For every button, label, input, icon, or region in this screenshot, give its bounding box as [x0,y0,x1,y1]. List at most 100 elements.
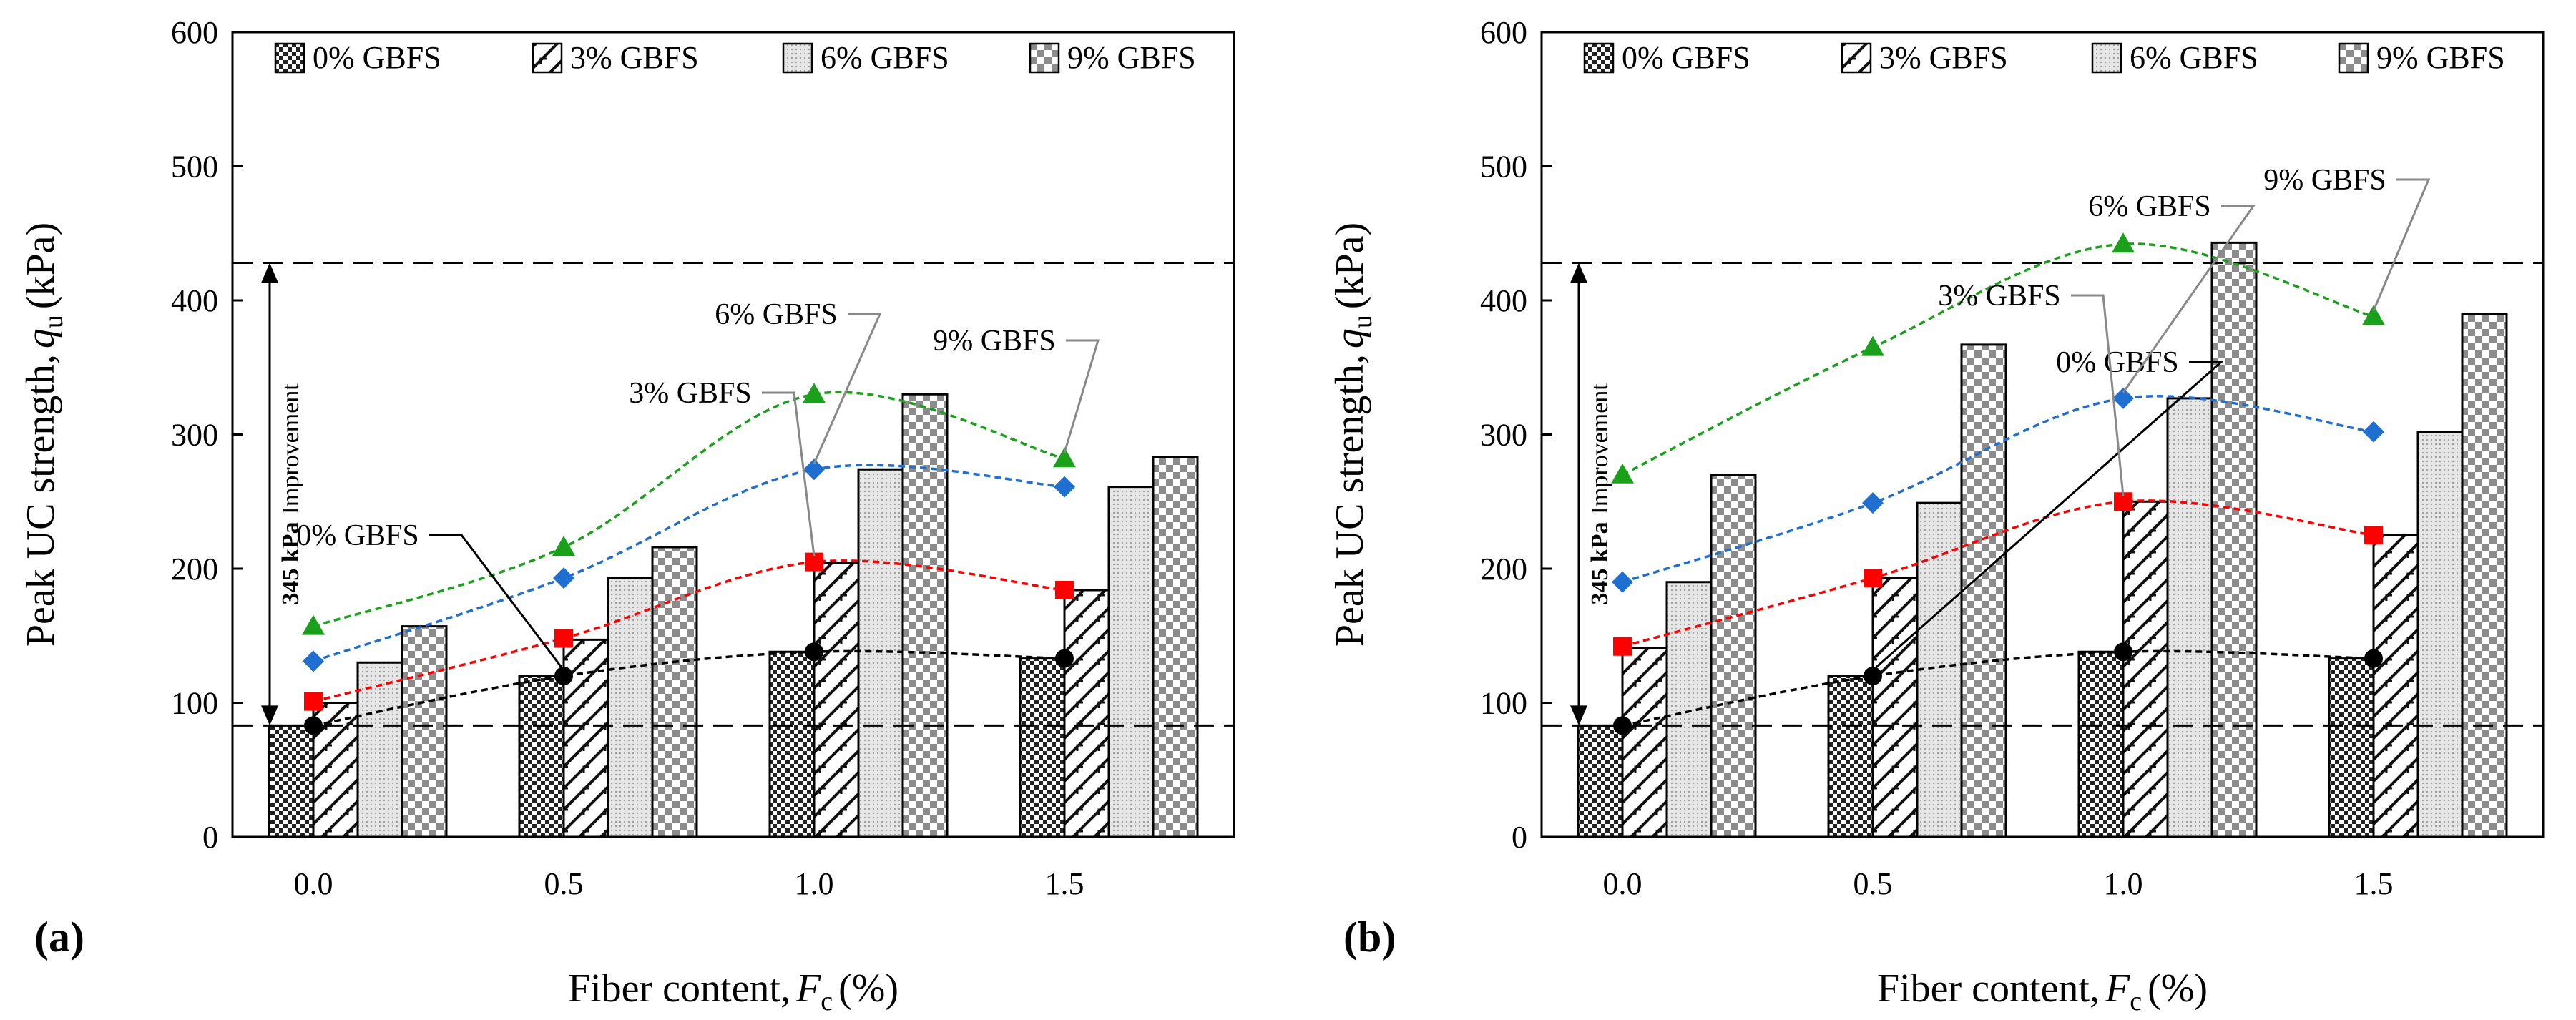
x-tick-label: 1.5 [1045,866,1084,901]
y-axis-title-sub: u [1348,315,1378,328]
y-tick-label: 200 [1480,551,1527,587]
trend-line [1622,499,2374,648]
legend-label: 0% GBFS [1622,40,1750,75]
y-axis-title-symbol: q [1328,328,1372,348]
trend-line [313,464,1065,663]
bar [2077,650,2125,838]
bar [1916,501,1963,838]
bar [2122,500,2169,838]
x-tick-label: 1.5 [2354,866,2394,901]
trend-marker-diamond [1054,476,1075,498]
y-axis-label: Peak UC strength, qu (kPa) [19,222,69,647]
trend-line [1622,242,2374,476]
legend-swatch [274,42,305,74]
bar [813,562,860,838]
annotation-leader [762,391,816,556]
bar [1665,581,1713,838]
trend-marker-diamond [803,458,825,481]
trend-line [313,559,1065,703]
trend-line [1622,395,2374,584]
y-axis-title-unit: (kPa) [19,222,63,309]
improvement-arrow-head-top [261,263,278,283]
chart-panel-a: 0 100 200 300 400 500 600 0.0 0.5 1.0 1.5 345 kPa Im… [19,15,1235,1016]
x-tick-label: 0.0 [294,866,333,901]
trend-marker-circle [2364,649,2383,668]
trend-marker-diamond [2112,387,2134,409]
bar [2328,657,2375,838]
improvement-text: 345 kPa Improvement [1587,383,1613,605]
trend-marker-circle [805,642,823,662]
chart-panel-b: 0 100 200 300 400 500 600 0.0 0.5 1.0 1.5 345 kPa Im… [1328,15,2545,1016]
y-tick-label: 300 [1480,418,1527,453]
trend-line [313,391,1065,628]
y-axis-label: Peak UC strength, qu (kPa) [1328,222,1378,647]
y-tick-label: 400 [171,283,218,318]
y-tick-label: 500 [171,149,218,185]
y-tick-label: 0 [202,820,218,855]
legend-swatch [1029,42,1060,74]
y-axis-title-unit: (kPa) [1328,222,1372,309]
bar [356,661,403,838]
trend-marker-circle [304,716,323,735]
x-axis-title-main: Fiber content, [1877,966,2100,1011]
bar [1107,486,1155,838]
x-axis-title-symbol: F [2105,966,2130,1011]
improvement-label: 345 kPa Improvement [278,383,304,605]
bar [857,468,904,838]
bar [1960,343,2007,838]
trend-marker-diamond [2363,421,2384,443]
legend-swatch [1841,42,1872,74]
annotation-leader [1872,361,2224,672]
annotation-leader [2071,294,2125,496]
bar [2166,397,2213,838]
trend-marker-triangle [2112,232,2135,253]
y-axis-title-symbol: q [19,328,63,348]
x-axis-title-symbol: F [795,966,821,1011]
annotation-label: 9% GBFS [2263,164,2386,197]
improvement-label: 345 kPa Improvement [1587,383,1613,605]
x-axis-title-sub: c [2130,986,2142,1016]
trend-marker-diamond [303,650,324,672]
annotation-leader [813,313,882,464]
bar [2210,241,2258,838]
legend-swatch [782,42,813,74]
bar [518,675,565,838]
trend-marker-triangle [2362,305,2385,325]
y-tick-label: 100 [171,686,218,721]
trend-marker-triangle [302,614,325,635]
bar [1019,657,1066,838]
y-axis-title-sub: u [39,315,69,328]
annotation-label: 3% GBFS [629,377,752,410]
legend-label: 0% GBFS [313,40,441,75]
improvement-text: 345 kPa Improvement [278,383,304,605]
legend-swatch [2338,42,2369,74]
y-tick-label: 600 [171,15,218,50]
y-tick-label: 200 [171,551,218,587]
trend-marker-circle [554,667,573,685]
improvement-value: 345 kPa [278,521,304,604]
x-axis-title-unit: (%) [2148,966,2208,1011]
bar [1621,647,1668,838]
legend-swatch [1583,42,1615,74]
panel-label: (a) [34,913,84,961]
x-tick-label: 1.0 [795,866,834,901]
x-axis-title-main: Fiber content, [568,966,790,1011]
y-axis-title-main: Peak UC strength, [19,354,63,647]
trend-marker-circle [1055,649,1074,668]
trend-marker-square [554,629,573,648]
bar [2416,431,2464,838]
x-tick-label: 1.0 [2104,866,2143,901]
annotation-leader [1063,339,1100,453]
trend-marker-circle [1864,667,1882,685]
y-tick-label: 400 [1480,283,1527,318]
panel-label: (b) [1343,913,1396,961]
bar [1827,675,1874,838]
trend-marker-triangle [1861,335,1884,356]
trend-marker-triangle [552,536,575,556]
improvement-arrow-head-bottom [261,705,278,726]
x-tick-label: 0.0 [1603,866,1642,901]
trend-marker-square [1055,581,1074,599]
x-tick-label: 0.5 [1853,866,1893,901]
trend-line [1622,649,2374,727]
